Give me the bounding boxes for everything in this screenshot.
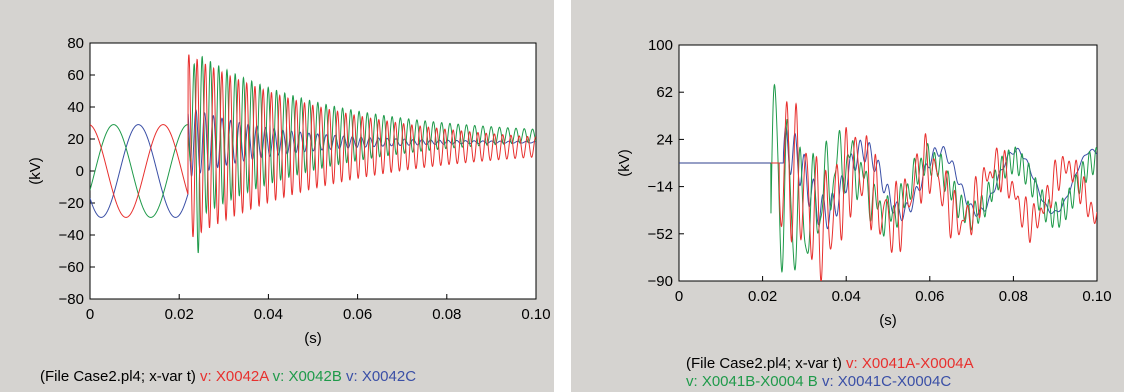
chart1-x-tick-label: 0.04 xyxy=(832,288,861,305)
chart0-x-tick-label: 0.02 xyxy=(165,306,194,323)
right-caption-series-c: v: X0041C-X0004C xyxy=(821,373,952,390)
chart0-y-tick-label: −40 xyxy=(59,227,84,244)
right-caption-series-b: v: X0041B-X0004 B xyxy=(686,373,818,390)
left-chart-panel: 0 0.02 0.04 0.06 0.08 0.10 80 60 40 20 0 −20 −40 −60 −… xyxy=(0,0,554,392)
chart1-y-tick-label: −14 xyxy=(648,179,673,196)
chart1-x-tick-label: 0 xyxy=(675,288,683,305)
chart0-plot-area xyxy=(89,42,537,300)
chart0-y-axis-label: (kV) xyxy=(27,157,44,185)
chart0-x-tick-label: 0 xyxy=(86,306,94,323)
chart1-x-axis-label: (s) xyxy=(879,312,897,329)
left-caption: (File Case2.pl4; x-var t) v: X0042A v: X… xyxy=(40,368,416,386)
chart0-x-tick-label: 0.04 xyxy=(254,306,283,323)
chart0-x-tick-label: 0.06 xyxy=(343,306,372,323)
chart0-series-a-line xyxy=(90,54,536,238)
right-caption-series-a: v: X0041A-X0004A xyxy=(846,355,974,372)
chart1-y-tick-label: −90 xyxy=(648,273,673,290)
chart0-y-tick-label: −60 xyxy=(59,259,84,276)
right-chart-panel: 0 0.02 0.04 0.06 0.08 0.10 100 62 24 −14 −52 −90 (s)… xyxy=(571,0,1124,392)
chart1-y-tick-label: −52 xyxy=(648,226,673,243)
chart1-x-tick-label: 0.02 xyxy=(748,288,777,305)
chart1-x-tick-label: 0.10 xyxy=(1082,288,1111,305)
chart0-y-tick-label: 80 xyxy=(67,35,84,52)
chart1-x-tick-label: 0.06 xyxy=(915,288,944,305)
chart0-y-tick-label: −80 xyxy=(59,291,84,308)
right-chart: 0 0.02 0.04 0.06 0.08 0.10 100 62 24 −14 −52 −90 (s)… xyxy=(616,37,1112,329)
left-caption-series-a: v: X0042A xyxy=(200,368,269,385)
chart0-x-tick-label: 0.10 xyxy=(521,306,550,323)
chart0-x-axis-label: (s) xyxy=(304,330,322,347)
chart1-y-tick-label: 24 xyxy=(656,131,673,148)
chart1-x-tick-label: 0.08 xyxy=(999,288,1028,305)
chart0-y-tick-label: 20 xyxy=(67,131,84,148)
left-caption-prefix: (File Case2.pl4; x-var t) xyxy=(40,368,196,385)
chart1-y-tick-label: 62 xyxy=(656,84,673,101)
chart1-y-axis-label: (kV) xyxy=(616,149,633,177)
chart0-y-tick-label: 60 xyxy=(67,67,84,84)
chart1-y-tick-label: 100 xyxy=(648,37,673,54)
chart0-y-tick-label: 0 xyxy=(76,163,84,180)
left-chart: 0 0.02 0.04 0.06 0.08 0.10 80 60 40 20 0 −20 −40 −60 −… xyxy=(27,35,551,347)
chart0-series-b-line xyxy=(90,55,536,254)
chart0-x-tick-label: 0.08 xyxy=(432,306,461,323)
right-caption-prefix: (File Case2.pl4; x-var t) xyxy=(686,355,842,372)
chart0-y-tick-label: 40 xyxy=(67,99,84,116)
left-caption-series-c: v: X0042C xyxy=(346,368,417,385)
left-caption-series-b: v: X0042B xyxy=(272,368,342,385)
chart0-y-tick-label: −20 xyxy=(59,195,84,212)
right-caption: (File Case2.pl4; x-var t) v: X0041A-X000… xyxy=(686,355,974,391)
